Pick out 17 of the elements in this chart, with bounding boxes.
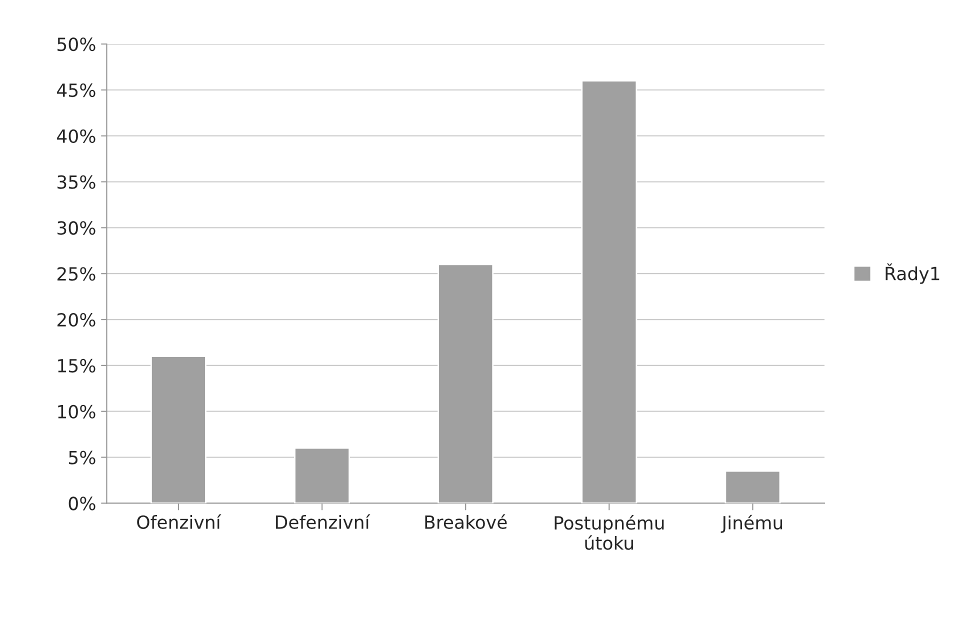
y-tick-label: 30% <box>58 221 96 235</box>
y-tick-label: 0% <box>68 496 96 510</box>
x-tick-label: Ofenzivní <box>137 514 222 529</box>
y-tick-label: 5% <box>69 450 96 464</box>
y-tick-label: 35% <box>58 175 96 189</box>
y-tick-label: 15% <box>58 358 96 373</box>
y-tick-label: 45% <box>57 83 96 98</box>
x-tick-label: Defenzivní <box>276 514 370 529</box>
x-tick-label: Postupnému útoku <box>554 515 664 550</box>
y-tick-label: 20% <box>57 312 96 327</box>
y-tick-label: 25% <box>57 267 96 281</box>
legend-label: Řady1 <box>886 263 940 284</box>
x-tick-label: Jinému <box>720 514 782 533</box>
y-tick-label: 10% <box>58 404 96 418</box>
x-tick-label: Breakové <box>425 514 507 529</box>
y-tick-label: 50% <box>58 37 96 52</box>
y-tick-label: 40% <box>57 129 96 143</box>
